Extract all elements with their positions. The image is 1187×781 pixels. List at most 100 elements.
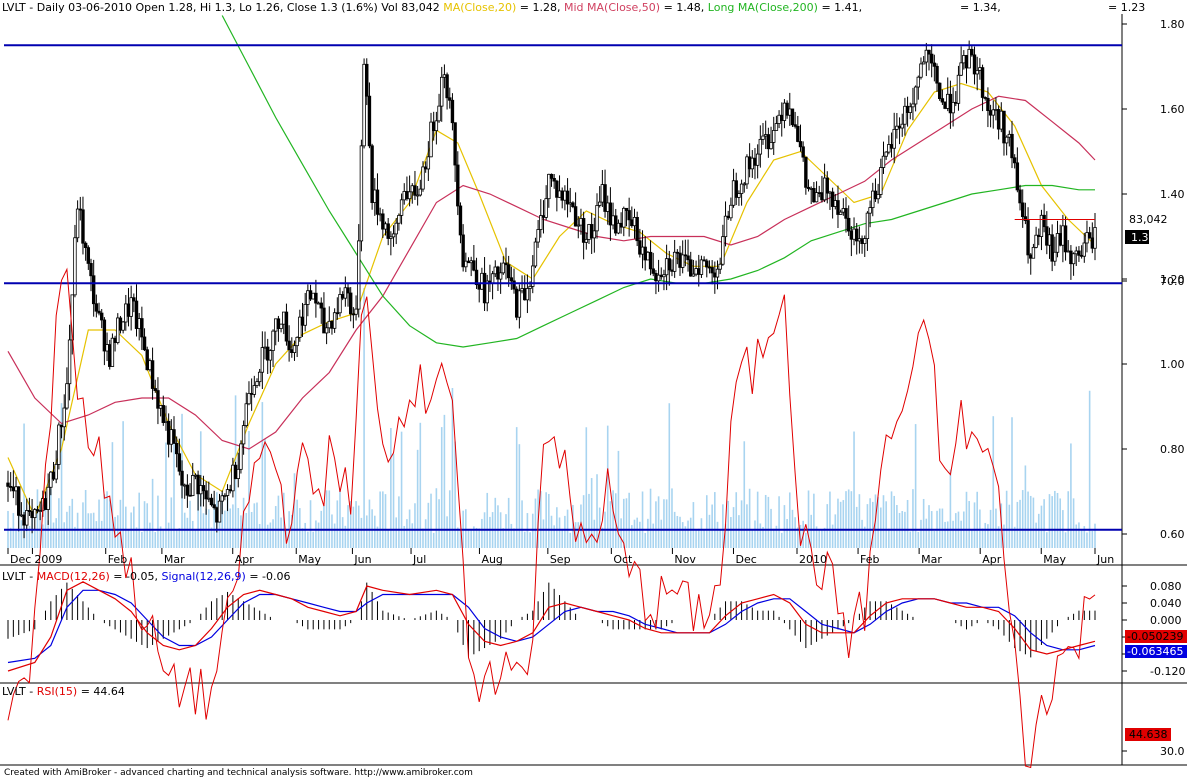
x-tick-label: 2009 [34, 553, 62, 566]
volume-bar [743, 441, 746, 548]
volume-bar [470, 529, 472, 548]
candle-body [365, 63, 369, 97]
x-tick-label: Jun [1096, 553, 1114, 566]
volume-bar [609, 501, 612, 548]
candle-body [525, 288, 530, 301]
candle-body [306, 290, 310, 305]
candle-body [1029, 254, 1033, 259]
candle-body [375, 189, 380, 215]
candle-body [978, 67, 982, 71]
volume-bar [606, 425, 609, 548]
volume-bar [390, 428, 392, 548]
candle-body [581, 218, 586, 243]
volume-bar [997, 526, 1000, 548]
candle-body [830, 191, 835, 207]
candle-body [338, 294, 342, 314]
volume-bar [341, 517, 344, 548]
volume-bar [829, 491, 831, 548]
candle-body [1069, 250, 1073, 265]
volume-bar [443, 414, 446, 548]
volume-bars [7, 288, 1096, 548]
candle-body [423, 166, 428, 170]
volume-bar [1059, 498, 1061, 548]
candle-body [108, 344, 112, 367]
candle-body [91, 275, 96, 305]
volume-bar [357, 505, 360, 548]
candle-body [1061, 225, 1065, 246]
candle-body [1037, 234, 1041, 237]
volume-bar [1075, 524, 1078, 548]
volume-bar [1043, 499, 1045, 548]
volume-bar [556, 507, 558, 548]
candle-body [833, 200, 837, 207]
candle-body [750, 157, 755, 170]
candle-body [474, 269, 479, 286]
candle-body [539, 215, 543, 230]
volume-bar [759, 523, 762, 548]
volume-bar [55, 518, 57, 548]
volume-bar [866, 504, 869, 548]
candle-body [729, 204, 733, 219]
candle-body [509, 277, 514, 282]
candle-body [651, 268, 655, 274]
candle-body [544, 198, 548, 218]
volume-bar [612, 490, 614, 548]
volume-bar [264, 438, 266, 548]
candle-body [399, 199, 404, 216]
candle-body [967, 48, 971, 69]
candle-body [445, 74, 449, 99]
candle-body [201, 485, 206, 492]
rsi-value: = 44.64 [77, 685, 125, 698]
volume-bar [317, 522, 320, 548]
candle-body [860, 238, 864, 244]
volume-bar [1091, 530, 1094, 548]
volume-bar [1067, 491, 1070, 548]
candle-body [804, 156, 808, 188]
candle-body [648, 251, 653, 270]
volume-bar [1024, 465, 1027, 548]
candle-body [319, 302, 323, 309]
candle-body [480, 272, 484, 290]
volume-bar [84, 490, 87, 548]
volume-bar [197, 474, 199, 548]
price-summary: - Daily 03-06-2010 Open 1.28, Hi 1.3, Lo… [25, 1, 444, 14]
candle-body [268, 350, 273, 361]
volume-bar [50, 488, 52, 548]
volume-bar [368, 499, 371, 548]
candle-body [611, 215, 615, 226]
volume-bar [807, 490, 810, 548]
volume-bar [478, 528, 481, 548]
candle-body [504, 262, 508, 266]
volume-bar [189, 500, 191, 548]
candle-body [1042, 214, 1046, 228]
candle-body [584, 238, 589, 243]
candle-body [921, 61, 926, 65]
volume-bar [992, 416, 995, 548]
candle-body [924, 49, 929, 63]
candle-body [555, 180, 559, 198]
candle-body [397, 214, 401, 224]
volume-bar [863, 526, 866, 548]
candle-body [174, 443, 179, 455]
volume-bar [909, 531, 912, 548]
volume-bar [28, 525, 31, 548]
volume-bar [1064, 532, 1067, 548]
volume-bar [186, 517, 189, 548]
candle-body [895, 125, 899, 130]
volume-bar [1056, 492, 1059, 548]
candle-body [236, 468, 240, 479]
volume-bar [775, 525, 778, 548]
volume-bar [740, 500, 743, 548]
candle-body [549, 173, 554, 179]
candle-body [46, 486, 50, 510]
volume-bar [628, 492, 630, 548]
candle-body [357, 240, 361, 310]
signal-value-label: -0.063465 [1127, 645, 1183, 658]
volume-bar [631, 525, 633, 548]
volume-bar [914, 424, 917, 548]
volume-bar [122, 421, 124, 548]
candle-body [796, 125, 800, 142]
volume-bar [933, 530, 936, 548]
candle-body [1093, 227, 1097, 249]
candle-body [482, 272, 487, 304]
